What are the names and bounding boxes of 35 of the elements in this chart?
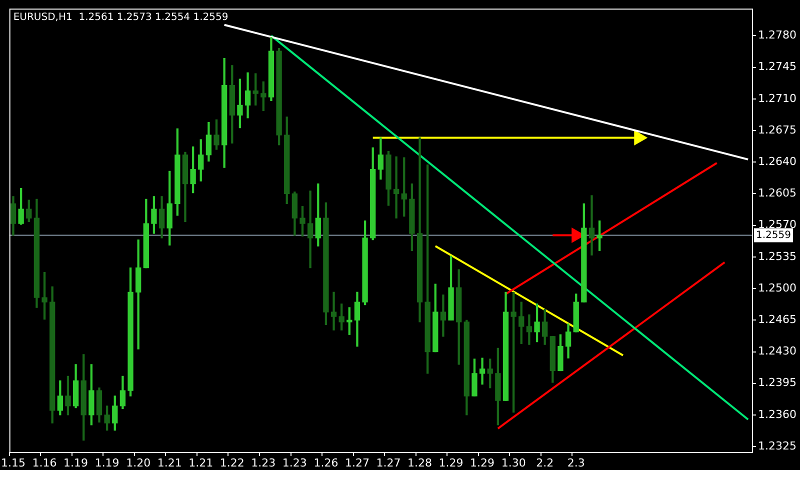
y-tick-label: 1.2465: [758, 313, 796, 326]
y-tick-label: 1.2500: [758, 281, 796, 294]
x-tick-label: 1.21: [188, 456, 214, 470]
x-tick-label: 1.29: [470, 456, 495, 470]
x-tick-label: 1.21: [157, 456, 182, 470]
x-tick-label: 2.3: [567, 456, 585, 470]
y-tick-label: 1.2535: [758, 250, 796, 263]
y-tick-label: 1.2570: [758, 218, 796, 232]
y-tick-label: 1.2395: [758, 376, 796, 390]
x-tick-label: 1.29: [438, 456, 464, 470]
x-tick-label: 2.2: [536, 456, 554, 470]
y-tick-label: 1.2325: [758, 439, 796, 452]
x-tick-label: 1.15: [1, 456, 26, 470]
y-tick-label: 1.2430: [758, 344, 796, 358]
x-tick-label: 1.23: [251, 456, 276, 470]
x-tick-label: 1.20: [126, 456, 151, 470]
x-tick-label: 1.19: [94, 456, 120, 470]
y-tick-label: 1.2605: [758, 186, 796, 200]
y-tick-label: 1.2780: [758, 28, 796, 42]
x-tick-label: 1.26: [314, 456, 338, 470]
x-tick-label: 1.27: [376, 456, 401, 470]
x-tick-label: 1.27: [344, 456, 370, 470]
ref-line-label: 1.2559: [756, 230, 791, 241]
x-tick-label: 1.16: [32, 456, 57, 470]
y-tick-label: 1.2675: [758, 123, 796, 136]
x-tick-label: 1.22: [220, 456, 244, 470]
y-tick-label: 1.2745: [758, 60, 796, 74]
x-tick-label: 1.23: [282, 456, 307, 470]
y-tick-label: 1.2710: [758, 92, 796, 105]
x-tick-label: 1.28: [408, 456, 432, 470]
y-tick-label: 1.2360: [758, 408, 796, 421]
x-tick-label: 1.30: [501, 456, 526, 470]
x-tick-label: 1.19: [64, 456, 88, 470]
chart-title: EURUSD,H1 1.2561 1.2573 1.2554 1.2559: [13, 12, 228, 24]
y-tick-label: 1.2640: [758, 154, 796, 168]
